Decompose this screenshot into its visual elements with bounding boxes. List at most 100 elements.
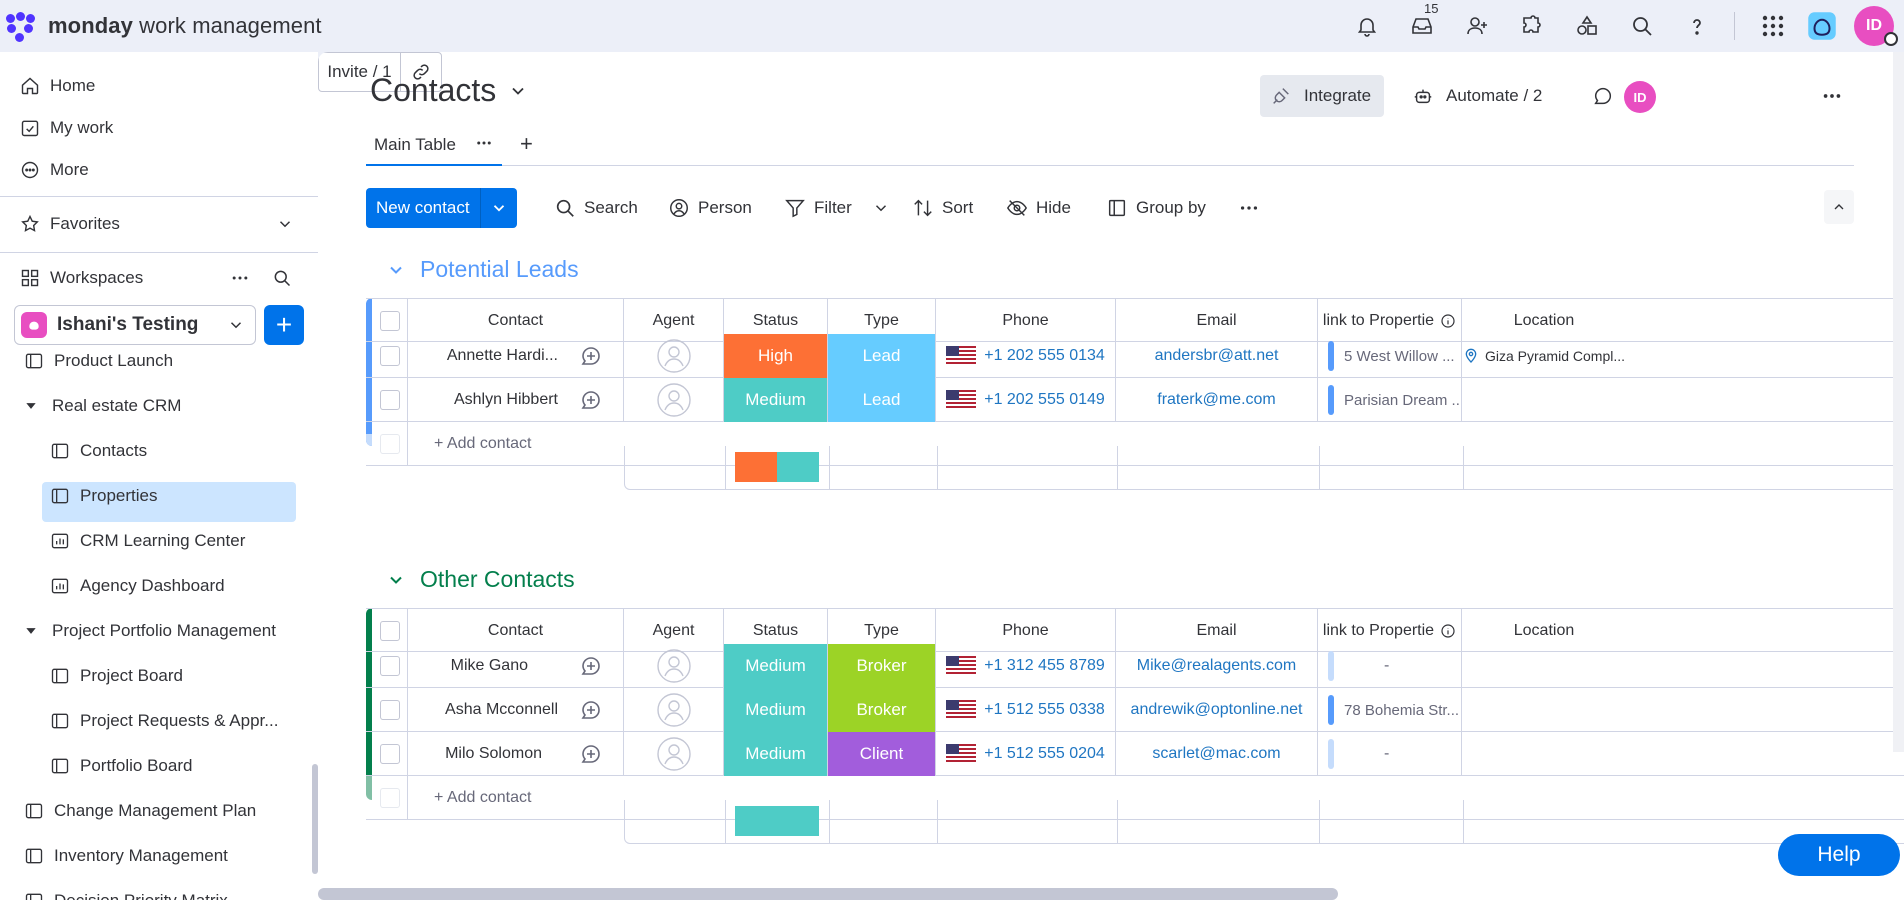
app-switcher-grid-icon[interactable]: [1745, 0, 1800, 52]
collapse-toolbar-icon[interactable]: [1824, 190, 1854, 224]
invite-button[interactable]: Invite / 1: [318, 52, 442, 92]
person-filter-button[interactable]: Person: [668, 188, 752, 228]
help-question-icon[interactable]: [1669, 0, 1724, 52]
apps-puzzle-icon[interactable]: [1504, 0, 1559, 52]
row-checkbox[interactable]: [372, 644, 408, 688]
property-link-cell[interactable]: Parisian Dream ...: [1318, 378, 1462, 422]
column-header-email[interactable]: Email: [1116, 299, 1318, 343]
type-cell[interactable]: Lead: [828, 378, 936, 422]
table-row[interactable]: Mike Gano Medium Broker +1 312 455 8789 …: [366, 644, 1904, 688]
sidebar-item-project-board[interactable]: Project Board: [50, 666, 183, 686]
hide-button[interactable]: Hide: [1006, 188, 1071, 228]
sort-button[interactable]: Sort: [912, 188, 973, 228]
contact-name[interactable]: Milo Solomon: [445, 745, 542, 762]
filter-button[interactable]: Filter: [784, 188, 898, 228]
horizontal-scrollbar[interactable]: [318, 888, 1338, 900]
status-cell[interactable]: Medium: [724, 732, 828, 776]
email-cell[interactable]: andrewik@optonline.net: [1116, 688, 1318, 732]
contact-name[interactable]: Mike Gano: [450, 657, 528, 674]
property-link-cell[interactable]: 5 West Willow ...: [1318, 334, 1462, 378]
copy-link-icon[interactable]: [401, 53, 441, 91]
integrate-button[interactable]: Integrate: [1260, 75, 1384, 117]
status-summary-bar[interactable]: [735, 806, 819, 836]
automate-button[interactable]: Automate / 2: [1404, 75, 1564, 117]
agent-person-icon[interactable]: [624, 334, 724, 378]
email-cell[interactable]: scarlet@mac.com: [1116, 732, 1318, 776]
type-cell[interactable]: Client: [828, 732, 936, 776]
column-header-location[interactable]: Location: [1513, 312, 1575, 329]
sidebar-my-work[interactable]: My work: [20, 118, 113, 138]
property-link-cell[interactable]: 78 Bohemia Str...: [1318, 688, 1462, 732]
templates-icon[interactable]: [1559, 0, 1614, 52]
sidebar-item-properties[interactable]: Properties: [50, 486, 157, 506]
status-summary-bar[interactable]: [735, 452, 819, 482]
inbox-icon[interactable]: 15: [1394, 0, 1449, 52]
row-checkbox[interactable]: [372, 334, 408, 378]
location-cell[interactable]: [1462, 378, 1626, 422]
add-contact-row[interactable]: + Add contact: [366, 776, 1904, 820]
location-cell[interactable]: Giza Pyramid Compl...: [1462, 334, 1626, 378]
sidebar-item-agency-dashboard[interactable]: Agency Dashboard: [50, 576, 225, 596]
updates-chat-icon[interactable]: [1582, 75, 1624, 117]
phone-cell[interactable]: +1 202 555 0149: [936, 378, 1116, 422]
agent-person-icon[interactable]: [624, 688, 724, 732]
type-cell[interactable]: Lead: [828, 334, 936, 378]
type-cell[interactable]: Broker: [828, 688, 936, 732]
add-update-icon[interactable]: [558, 644, 624, 688]
search-button[interactable]: Search: [554, 188, 638, 228]
new-contact-button[interactable]: New contact: [366, 188, 517, 228]
column-header-link-properties[interactable]: link to Propertie: [1318, 299, 1462, 343]
workspaces-search-icon[interactable]: [272, 268, 302, 288]
column-header-type[interactable]: Type: [828, 609, 936, 653]
property-link-cell[interactable]: -: [1318, 732, 1462, 776]
location-cell[interactable]: [1462, 732, 1626, 776]
monday-logo[interactable]: monday work management: [4, 10, 322, 42]
group-header-potential-leads[interactable]: Potential Leads: [386, 256, 579, 283]
table-row[interactable]: Annette Hardi... High Lead +1 202 555 01…: [366, 334, 1904, 378]
row-checkbox[interactable]: [372, 688, 408, 732]
add-item-button[interactable]: +: [264, 305, 304, 345]
contact-name[interactable]: Annette Hardi...: [446, 347, 558, 364]
board-menu-icon[interactable]: [1812, 75, 1852, 117]
search-icon[interactable]: [1614, 0, 1669, 52]
status-cell[interactable]: Medium: [724, 688, 828, 732]
column-header-phone[interactable]: Phone: [936, 609, 1116, 653]
sidebar-item-crm-learning-center[interactable]: CRM Learning Center: [50, 531, 245, 551]
workspaces-more-icon[interactable]: [230, 268, 260, 288]
sidebar-folder-project-portfolio[interactable]: Project Portfolio Management: [24, 621, 276, 641]
sidebar-more[interactable]: More: [20, 160, 89, 180]
table-row[interactable]: Asha Mcconnell Medium Broker +1 512 555 …: [366, 688, 1904, 732]
agent-person-icon[interactable]: [624, 378, 724, 422]
sidebar-item-contacts[interactable]: Contacts: [50, 441, 147, 461]
status-cell[interactable]: Medium: [724, 644, 828, 688]
toolbar-more-icon[interactable]: [1238, 188, 1268, 228]
sidebar-workspaces[interactable]: Workspaces: [20, 268, 143, 288]
agent-person-icon[interactable]: [624, 732, 724, 776]
select-all-checkbox[interactable]: [372, 299, 408, 343]
add-update-icon[interactable]: [558, 334, 624, 378]
group-by-button[interactable]: Group by: [1106, 188, 1206, 228]
add-update-icon[interactable]: [558, 732, 624, 776]
notifications-bell-icon[interactable]: [1339, 0, 1394, 52]
sidebar-item-portfolio-board[interactable]: Portfolio Board: [50, 756, 192, 776]
column-header-agent[interactable]: Agent: [624, 299, 724, 343]
property-link-cell[interactable]: -: [1318, 644, 1462, 688]
column-header-location[interactable]: Location: [1513, 622, 1575, 639]
phone-cell[interactable]: +1 512 555 0338: [936, 688, 1116, 732]
phone-cell[interactable]: +1 312 455 8789: [936, 644, 1116, 688]
select-all-checkbox[interactable]: [372, 609, 408, 653]
sidebar-home[interactable]: Home: [20, 76, 95, 96]
board-title[interactable]: Contacts: [370, 72, 528, 109]
status-cell[interactable]: Medium: [724, 378, 828, 422]
sidebar-item-product-launch[interactable]: Product Launch: [24, 351, 173, 371]
help-button[interactable]: Help: [1778, 834, 1900, 876]
invite-members-icon[interactable]: [1449, 0, 1504, 52]
contact-name[interactable]: Asha Mcconnell: [445, 701, 558, 718]
new-contact-dropdown-icon[interactable]: [480, 188, 517, 228]
column-header-email[interactable]: Email: [1116, 609, 1318, 653]
sidebar-favorites[interactable]: Favorites: [20, 214, 300, 234]
tab-main-table[interactable]: Main Table: [374, 134, 493, 155]
location-cell[interactable]: [1462, 644, 1626, 688]
email-cell[interactable]: Mike@realagents.com: [1116, 644, 1318, 688]
agent-person-icon[interactable]: [624, 644, 724, 688]
